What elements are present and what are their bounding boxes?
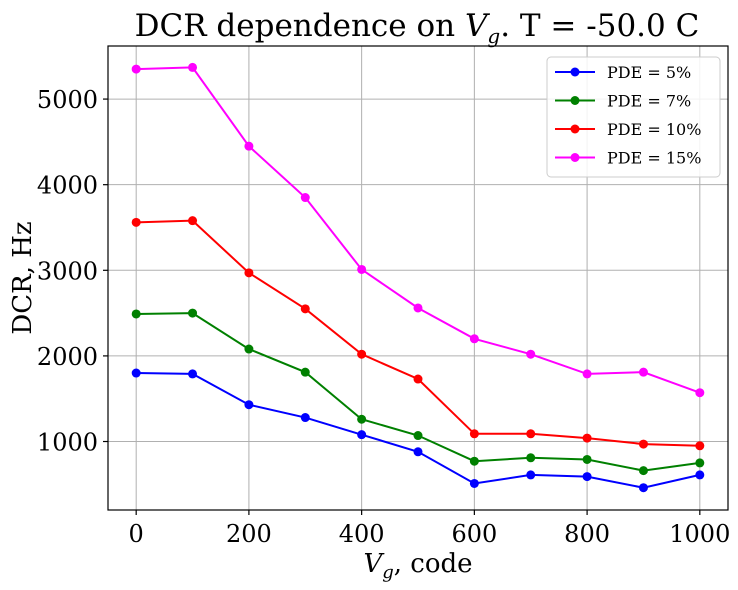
ticks: 0 200 400 600 800 1000 1000 2000 3000 4000 5000 — [37, 86, 730, 548]
y-tick-label: 4000 — [37, 172, 98, 200]
data-point — [469, 334, 479, 344]
legend-label: PDE = 5% — [607, 63, 691, 82]
data-point — [413, 374, 423, 384]
data-point — [526, 453, 536, 463]
data-point — [357, 430, 367, 440]
series-group — [131, 216, 705, 451]
x-tick-label: 600 — [451, 520, 497, 548]
data-point — [638, 483, 648, 493]
data-point — [357, 414, 367, 424]
data-point — [244, 268, 254, 278]
data-point — [526, 349, 536, 359]
data-point — [300, 304, 310, 314]
data-point — [638, 439, 648, 449]
y-tick-label: 2000 — [37, 343, 98, 371]
data-point — [413, 431, 423, 441]
data-point — [244, 141, 254, 151]
data-point — [469, 478, 479, 488]
data-point — [695, 458, 705, 468]
data-point — [695, 388, 705, 398]
y-tick-label: 5000 — [37, 86, 98, 114]
legend: PDE = 5% PDE = 7% PDE = 10% PDE = 15% — [546, 56, 721, 178]
data-point — [695, 441, 705, 451]
data-point — [244, 400, 254, 410]
data-point — [582, 454, 592, 464]
data-point — [695, 470, 705, 480]
legend-label: PDE = 10% — [607, 120, 701, 139]
y-axis-label: DCR, Hz — [8, 221, 38, 334]
data-point — [413, 447, 423, 457]
y-tick-label: 3000 — [37, 257, 98, 285]
series-lines — [131, 62, 705, 493]
data-point — [131, 217, 141, 227]
data-point — [582, 369, 592, 379]
data-point — [300, 193, 310, 203]
legend-marker — [570, 96, 580, 105]
data-point — [300, 413, 310, 423]
x-tick-label: 0 — [129, 520, 144, 548]
x-tick-label: 1000 — [669, 520, 730, 548]
data-point — [526, 429, 536, 439]
data-point — [188, 62, 198, 72]
x-tick-label: 800 — [564, 520, 610, 548]
legend-marker — [570, 153, 580, 162]
chart-title: DCR dependence on Vg. T = -50.0 C — [135, 8, 700, 48]
data-point — [413, 303, 423, 313]
data-point — [638, 466, 648, 476]
data-point — [357, 264, 367, 274]
data-point — [131, 309, 141, 319]
data-point — [188, 369, 198, 379]
data-point — [526, 470, 536, 480]
series-group — [131, 62, 705, 398]
data-point — [300, 367, 310, 377]
data-point — [638, 367, 648, 377]
data-point — [582, 472, 592, 482]
series-line — [136, 219, 700, 447]
legend-frame — [546, 56, 721, 178]
x-tick-label: 400 — [339, 520, 385, 548]
data-point — [244, 344, 254, 354]
legend-marker — [570, 124, 580, 134]
x-axis-label: Vg, code — [363, 549, 472, 583]
data-point — [582, 433, 592, 443]
series-group — [131, 308, 705, 476]
series-line — [136, 312, 700, 472]
legend-label: PDE = 7% — [607, 92, 691, 111]
plot-area-frame — [107, 45, 729, 511]
x-tick-label: 200 — [226, 520, 272, 548]
series-group — [131, 368, 705, 493]
data-point — [469, 429, 479, 439]
data-point — [131, 64, 141, 74]
legend-marker — [570, 67, 580, 77]
data-point — [188, 216, 198, 226]
y-tick-label: 1000 — [37, 429, 98, 457]
data-point — [469, 456, 479, 466]
legend-label: PDE = 15% — [607, 149, 701, 168]
data-point — [357, 349, 367, 359]
data-point — [188, 308, 198, 318]
series-line — [136, 372, 701, 489]
data-point — [131, 368, 141, 378]
